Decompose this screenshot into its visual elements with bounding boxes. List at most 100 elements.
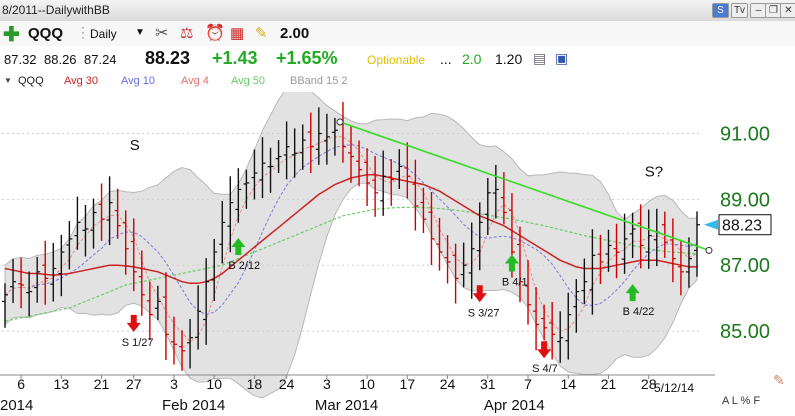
price-bar bbox=[436, 217, 443, 271]
price-bar bbox=[637, 204, 644, 269]
month-label: Feb 2014 bbox=[162, 397, 225, 414]
symbol-label[interactable]: QQQ bbox=[28, 25, 64, 42]
price-bar bbox=[685, 237, 692, 288]
legend-item-avg50[interactable]: Avg 50 bbox=[231, 75, 266, 87]
grip-icon: ⋮ bbox=[76, 24, 90, 40]
price-bar bbox=[452, 243, 459, 304]
buy-signal-label: B 4/1 bbox=[502, 277, 528, 289]
price-bar bbox=[235, 168, 242, 223]
sell-arrow-icon bbox=[126, 314, 141, 332]
x-axis: 6 13 21 27 3 10 18 24 3 10 17 24 31 7 14 21 28 2014 Feb 20… bbox=[0, 375, 657, 414]
price-bar bbox=[138, 250, 145, 316]
price-bar bbox=[146, 281, 153, 341]
buy-arrow-icon bbox=[231, 238, 246, 256]
price-bar bbox=[98, 183, 105, 241]
x-tick-label: 21 bbox=[94, 376, 110, 392]
chart-type-icon[interactable]: ⚖ bbox=[180, 25, 194, 42]
x-tick-label: 24 bbox=[440, 376, 456, 392]
x-tick-label: 18 bbox=[247, 376, 263, 392]
price-bar bbox=[629, 212, 636, 259]
month-label: Apr 2014 bbox=[484, 397, 545, 414]
price-bars bbox=[2, 101, 700, 371]
period-select[interactable]: Daily bbox=[90, 27, 117, 41]
s-icon[interactable]: S bbox=[712, 3, 729, 18]
avg4-line bbox=[4, 136, 698, 343]
price-bar bbox=[179, 330, 186, 371]
legend-item-avg30[interactable]: Avg 30 bbox=[64, 75, 99, 87]
price-bar bbox=[573, 279, 580, 333]
price-bar bbox=[323, 113, 330, 165]
price-bar bbox=[356, 140, 363, 187]
price-bar bbox=[516, 226, 523, 303]
price-bar bbox=[203, 258, 210, 345]
price-bar bbox=[291, 128, 298, 178]
legend-item-avg4[interactable]: Avg 4 bbox=[181, 75, 209, 87]
title-bar: 8/2011--DailywithBB S Tv – ❐ ✕ bbox=[0, 0, 795, 22]
price-bar bbox=[605, 229, 612, 272]
price-bar bbox=[396, 149, 403, 189]
price-bar bbox=[299, 124, 306, 170]
trendline-handle-start bbox=[336, 118, 344, 126]
close-icon[interactable]: ✕ bbox=[780, 3, 795, 18]
y-tick-label: 87.00 bbox=[720, 255, 770, 277]
quote-open: 87.32 bbox=[4, 52, 37, 67]
x-tick-label: 3 bbox=[323, 376, 331, 392]
chevron-down-icon[interactable]: ▼ bbox=[135, 27, 145, 38]
legend-chevron-icon[interactable]: ▼ bbox=[4, 76, 12, 85]
x-tick-label: 17 bbox=[400, 376, 416, 392]
price-bar bbox=[315, 107, 322, 165]
price-bar bbox=[380, 150, 387, 216]
price-bar bbox=[267, 147, 274, 193]
pencil-icon[interactable]: ✎ bbox=[773, 373, 785, 389]
annotation-label: S bbox=[130, 137, 140, 154]
price-bar bbox=[10, 259, 17, 304]
add-icon[interactable]: ✚ bbox=[3, 24, 20, 46]
annotations: S S? B 2/12 S 1/27 B 4/1 S 3/27 S 4/7 B 4/22 bbox=[122, 137, 663, 375]
quote-change: +1.43 bbox=[212, 48, 258, 68]
legend-item-avg10[interactable]: Avg 10 bbox=[121, 75, 156, 87]
price-bar bbox=[34, 256, 41, 303]
price-bar bbox=[275, 140, 282, 174]
price-bar bbox=[533, 287, 540, 351]
calendar-icon[interactable]: ▦ bbox=[230, 25, 245, 42]
price-bar bbox=[500, 172, 507, 225]
price-bar bbox=[122, 210, 129, 275]
legend-item-bband[interactable]: BBand 15 2 bbox=[290, 75, 348, 87]
price-bar bbox=[195, 285, 202, 350]
tools-icon[interactable]: ✂ bbox=[155, 25, 169, 42]
price-bar bbox=[90, 198, 97, 249]
price-bar bbox=[460, 242, 467, 288]
trendline-layer[interactable] bbox=[336, 118, 713, 254]
price-chart[interactable]: S S? B 2/12 S 1/27 B 4/1 S 3/27 S 4/7 B 4/22 85… bbox=[0, 92, 795, 416]
price-bar bbox=[492, 164, 499, 219]
save-icon[interactable]: ▣ bbox=[555, 50, 569, 66]
price-bar bbox=[130, 218, 137, 292]
annotation-label: S? bbox=[645, 163, 663, 180]
window-title: 8/2011--DailywithBB bbox=[2, 3, 110, 17]
tv-icon[interactable]: Tv bbox=[731, 3, 748, 18]
price-bar bbox=[669, 218, 676, 283]
alarm-clock-icon[interactable]: ⏰ bbox=[205, 25, 225, 42]
price-bar bbox=[219, 200, 226, 264]
price-bar bbox=[348, 126, 354, 183]
note-icon[interactable]: ✎ bbox=[255, 25, 268, 42]
sell-signal-label: S 3/27 bbox=[468, 307, 500, 319]
x-tick-label: 3 bbox=[170, 376, 178, 392]
legend-item-qqq[interactable]: QQQ bbox=[18, 75, 44, 87]
database-icon[interactable]: ▤ bbox=[533, 50, 547, 66]
price-bar bbox=[677, 240, 684, 296]
corner-controls[interactable]: A L % F bbox=[722, 395, 760, 407]
x-tick-label: 6 bbox=[17, 376, 25, 392]
price-bar bbox=[549, 302, 556, 360]
x-tick-label: 24 bbox=[279, 376, 295, 392]
price-bar bbox=[444, 235, 451, 284]
price-bar bbox=[307, 112, 314, 174]
price-bar bbox=[26, 271, 33, 317]
x-tick-label: 10 bbox=[359, 376, 375, 392]
price-bar bbox=[597, 234, 604, 285]
buy-arrow-icon bbox=[625, 284, 640, 302]
price-bar bbox=[82, 204, 89, 257]
price-bar bbox=[283, 121, 290, 180]
avg10-line bbox=[4, 144, 698, 315]
quote-ellipsis: ... bbox=[440, 51, 452, 67]
